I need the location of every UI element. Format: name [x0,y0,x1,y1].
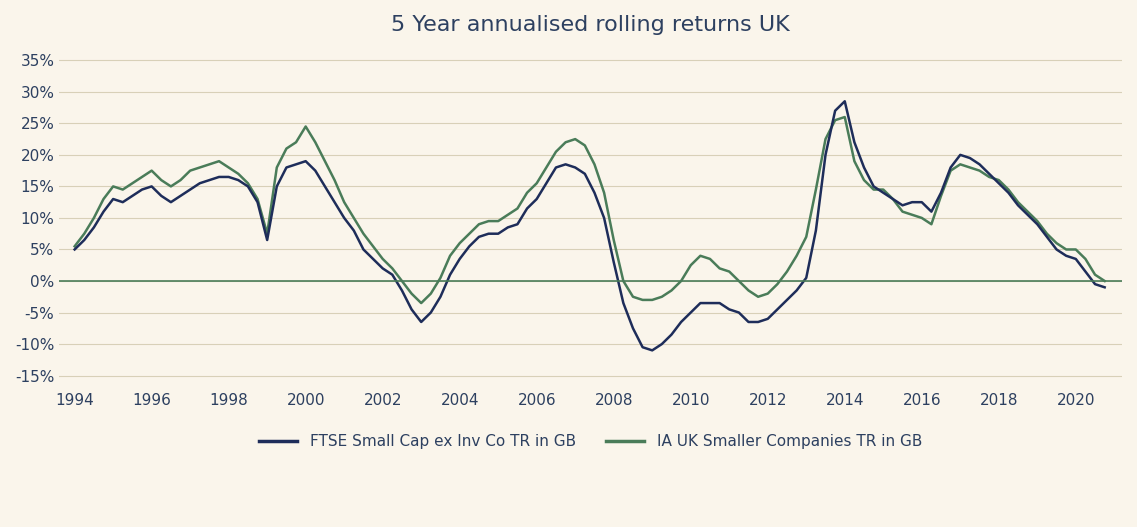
IA UK Smaller Companies TR in GB [558,139,572,145]
IA UK Smaller Companies TR in GB [174,177,188,183]
FTSE Small Cap ex Inv Co TR in GB [174,193,188,199]
FTSE Small Cap ex Inv Co TR in GB [838,98,852,104]
FTSE Small Cap ex Inv Co TR in GB [549,164,563,171]
Line: FTSE Small Cap ex Inv Co TR in GB: FTSE Small Cap ex Inv Co TR in GB [75,101,1105,350]
Line: IA UK Smaller Companies TR in GB: IA UK Smaller Companies TR in GB [75,117,1105,303]
FTSE Small Cap ex Inv Co TR in GB [1098,284,1112,290]
Title: 5 Year annualised rolling returns UK: 5 Year annualised rolling returns UK [391,15,790,35]
IA UK Smaller Companies TR in GB [232,171,246,177]
IA UK Smaller Companies TR in GB [973,168,987,174]
IA UK Smaller Companies TR in GB [414,300,428,306]
FTSE Small Cap ex Inv Co TR in GB [905,199,919,206]
Legend: FTSE Small Cap ex Inv Co TR in GB, IA UK Smaller Companies TR in GB: FTSE Small Cap ex Inv Co TR in GB, IA UK… [254,428,928,455]
FTSE Small Cap ex Inv Co TR in GB [68,246,82,252]
IA UK Smaller Companies TR in GB [68,243,82,249]
IA UK Smaller Companies TR in GB [905,212,919,218]
IA UK Smaller Companies TR in GB [838,114,852,120]
FTSE Small Cap ex Inv Co TR in GB [232,177,246,183]
FTSE Small Cap ex Inv Co TR in GB [973,161,987,168]
FTSE Small Cap ex Inv Co TR in GB [991,180,1005,187]
IA UK Smaller Companies TR in GB [1098,278,1112,284]
FTSE Small Cap ex Inv Co TR in GB [646,347,659,354]
IA UK Smaller Companies TR in GB [991,177,1005,183]
